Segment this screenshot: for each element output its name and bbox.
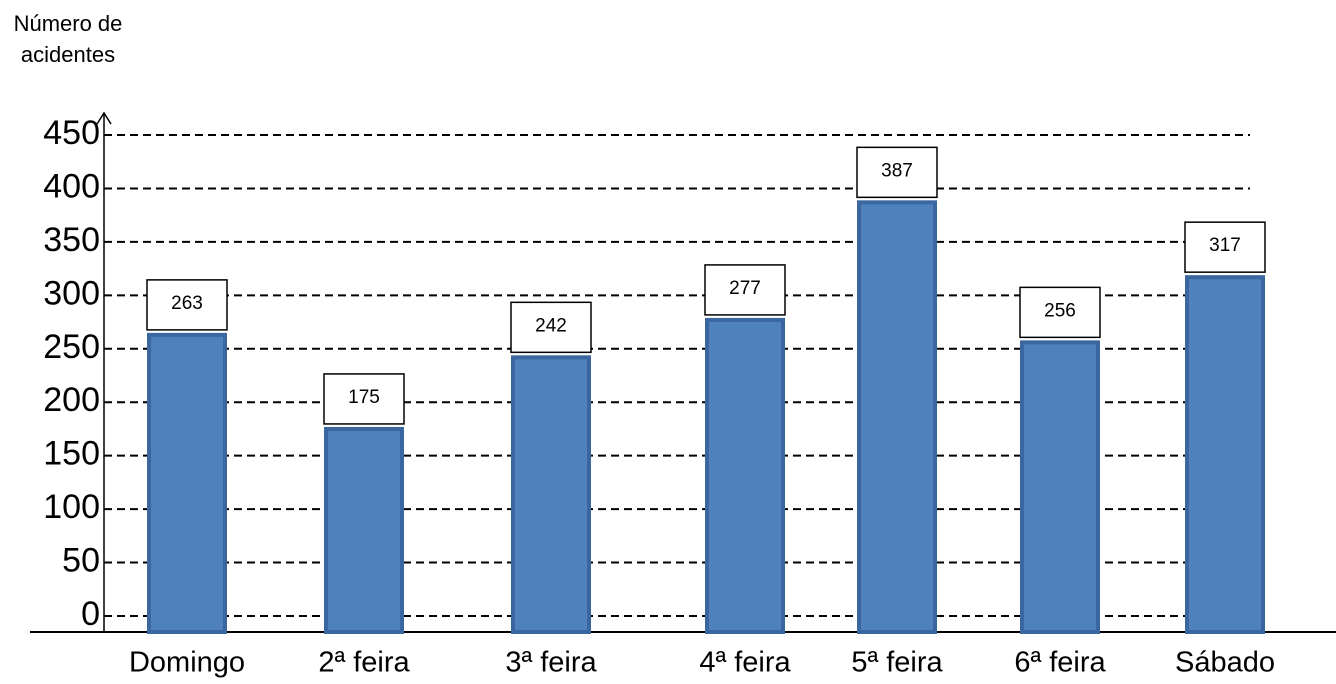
- value-label: 263: [171, 293, 203, 314]
- x-tick-label: Sábado: [1175, 647, 1275, 679]
- value-label-box: [1184, 221, 1266, 273]
- bar: [1020, 340, 1100, 634]
- y-tick-label: 350: [43, 221, 100, 259]
- x-tick-label: 3ª feira: [505, 647, 597, 679]
- x-tick-label: 6ª feira: [1014, 647, 1106, 679]
- x-tick-label: 5ª feira: [851, 647, 943, 679]
- x-tick-label: 4ª feira: [699, 647, 791, 679]
- y-axis-label: Número de acidentes: [13, 11, 123, 67]
- bar: [324, 426, 404, 635]
- y-tick-label: 150: [43, 435, 100, 473]
- value-label: 242: [535, 315, 567, 336]
- value-label-box: [704, 264, 786, 316]
- value-label-box: [856, 146, 938, 199]
- value-label: 317: [1209, 235, 1241, 256]
- bar: [857, 200, 937, 634]
- value-label-box: [146, 279, 228, 331]
- y-axis-arrow: [96, 111, 112, 125]
- value-label-box: [323, 373, 405, 425]
- value-label: 387: [881, 160, 913, 181]
- bar: [1185, 275, 1265, 634]
- bar: [147, 332, 227, 634]
- value-label-box: [1019, 286, 1101, 339]
- bar: [705, 317, 785, 634]
- y-tick-label: 0: [81, 595, 100, 633]
- x-tick-label: 2ª feira: [318, 647, 410, 679]
- y-tick-label: 100: [43, 488, 100, 526]
- value-label: 256: [1044, 300, 1076, 321]
- value-label-box: [510, 301, 592, 354]
- y-tick-label: 450: [43, 114, 100, 152]
- y-tick-label: 200: [43, 381, 100, 419]
- y-tick-label: 300: [43, 274, 100, 312]
- y-tick-label: 250: [43, 328, 100, 366]
- y-tick-label: 50: [62, 542, 100, 580]
- value-label: 175: [348, 387, 380, 408]
- value-label: 277: [729, 278, 761, 299]
- x-tick-label: Domingo: [129, 647, 245, 679]
- bar: [511, 355, 591, 634]
- y-tick-label: 400: [43, 167, 100, 205]
